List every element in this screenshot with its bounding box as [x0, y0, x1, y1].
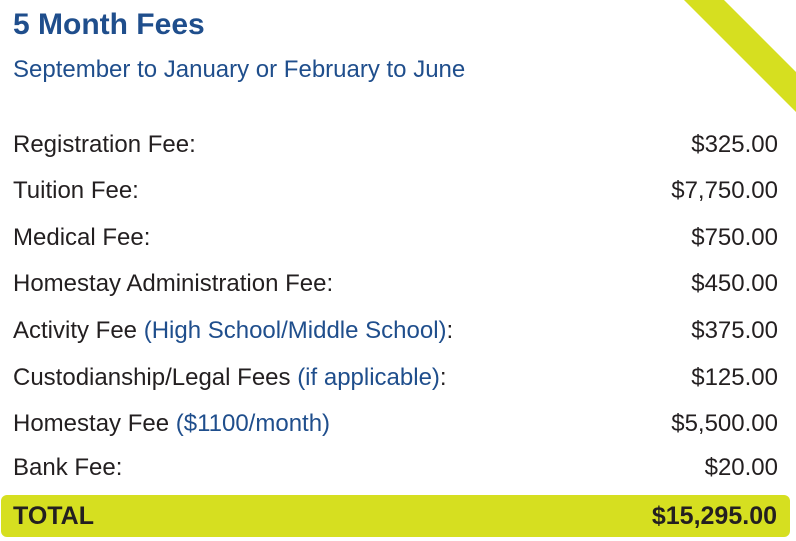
- fee-label-text: Custodianship/Legal Fees: [13, 364, 298, 391]
- fee-note: ($1100/month): [175, 410, 331, 437]
- fee-label: Activity Fee (High School/Middle School)…: [13, 317, 453, 345]
- fee-label: Medical Fee:: [13, 224, 150, 252]
- fee-label-text: Homestay Administration Fee:: [13, 270, 334, 297]
- fee-label: Bank Fee:: [13, 454, 122, 482]
- fee-amount: $375.00: [691, 317, 778, 344]
- total-label: TOTAL: [13, 501, 95, 530]
- fee-label-suffix: :: [439, 364, 447, 391]
- fee-row: Bank Fee: $20.00: [13, 452, 778, 484]
- fee-label: Homestay Fee ($1100/month): [13, 410, 330, 438]
- fee-amount: $5,500.00: [671, 410, 778, 437]
- fee-label: Homestay Administration Fee:: [13, 270, 333, 298]
- fee-label-text: Activity Fee: [13, 317, 144, 344]
- fee-label-text: Registration Fee:: [13, 131, 196, 158]
- fee-label-suffix: :: [446, 317, 454, 344]
- total-amount: $15,295.00: [651, 501, 777, 530]
- fee-note: (High School/Middle School): [143, 317, 447, 344]
- fee-row: Registration Fee: $325.00: [13, 129, 778, 161]
- fee-label: Custodianship/Legal Fees (if applicable)…: [13, 364, 447, 392]
- fee-label-text: Homestay Fee: [13, 410, 176, 437]
- fee-row: Homestay Fee ($1100/month) $5,500.00: [13, 408, 778, 440]
- fee-label-text: Medical Fee:: [13, 224, 151, 251]
- fee-label: Tuition Fee:: [13, 177, 139, 205]
- fee-amount: $450.00: [691, 270, 778, 297]
- fee-row: Activity Fee (High School/Middle School)…: [13, 315, 778, 347]
- fee-label-text: Bank Fee:: [13, 454, 123, 481]
- fee-amount: $7,750.00: [671, 177, 778, 204]
- fee-row: Custodianship/Legal Fees (if applicable)…: [13, 362, 778, 394]
- fee-row: Homestay Administration Fee: $450.00: [13, 268, 778, 300]
- fee-row: Medical Fee: $750.00: [13, 222, 778, 254]
- fee-amount: $125.00: [691, 364, 778, 391]
- fee-note: (if applicable): [297, 364, 440, 391]
- fee-label: Registration Fee:: [13, 131, 196, 159]
- fee-amount: $20.00: [704, 454, 778, 481]
- page-subtitle: September to January or February to June: [13, 56, 466, 83]
- fee-label-text: Tuition Fee:: [13, 177, 139, 204]
- total-row: TOTAL $15,295.00: [1, 495, 790, 537]
- fee-amount: $325.00: [691, 131, 778, 158]
- page-title: 5 Month Fees: [13, 8, 205, 41]
- fee-amount: $750.00: [691, 224, 778, 251]
- fee-row: Tuition Fee: $7,750.00: [13, 175, 778, 207]
